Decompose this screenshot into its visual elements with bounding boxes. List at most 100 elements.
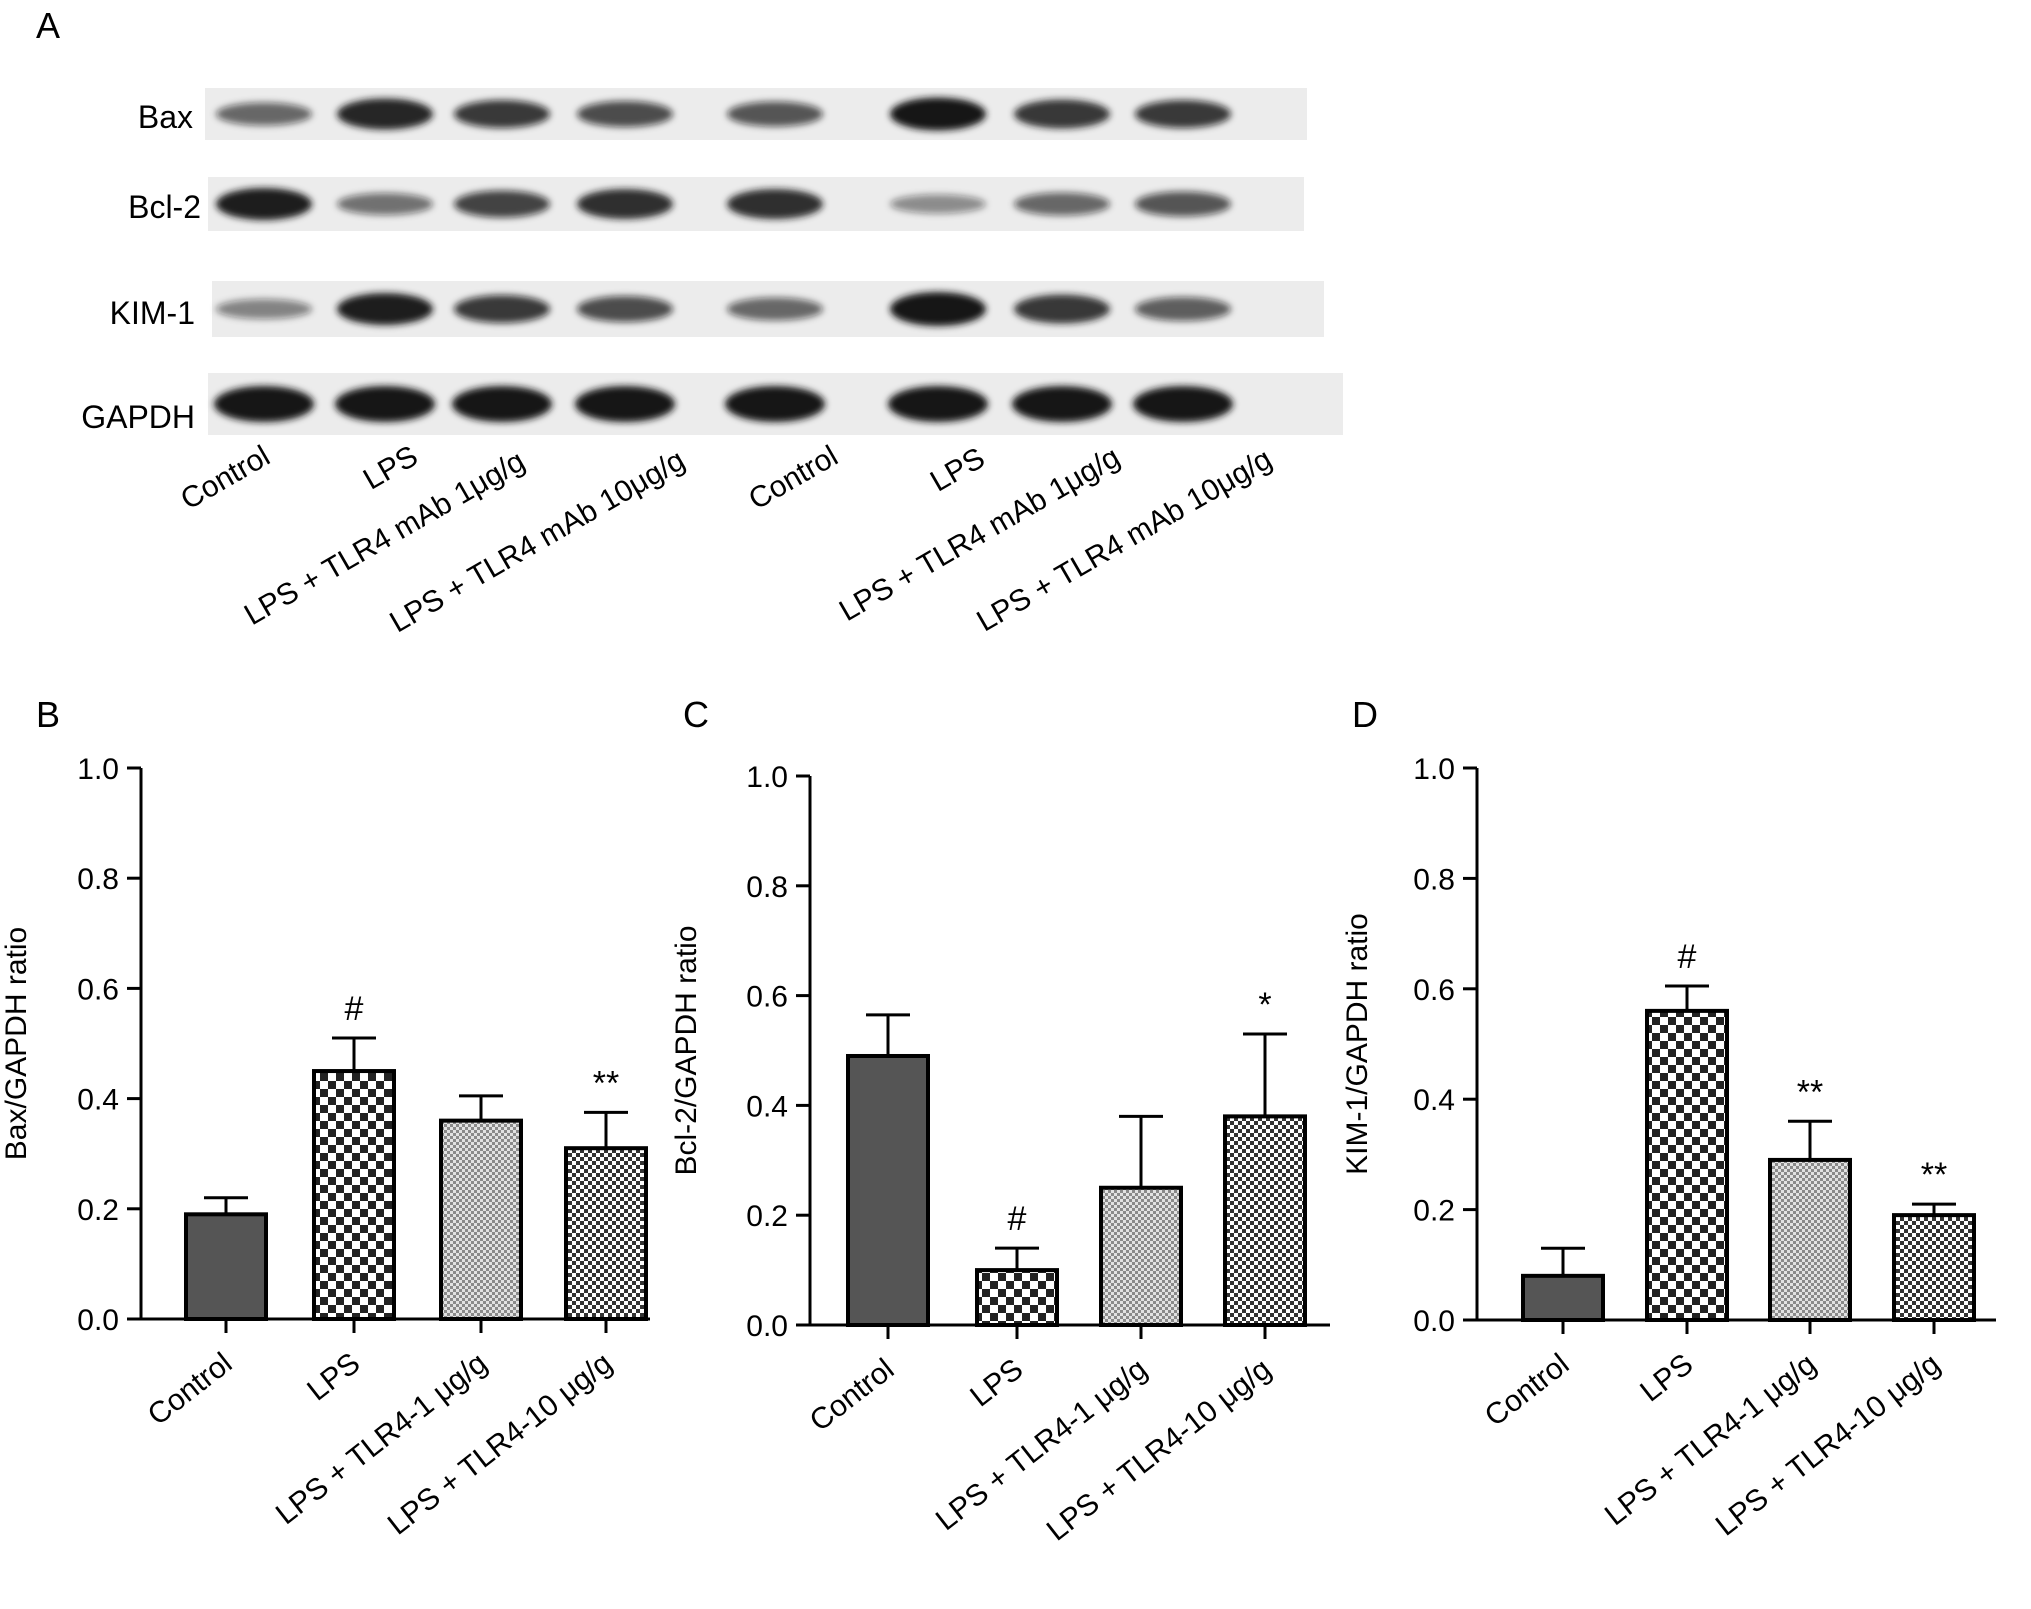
blot-band (577, 101, 673, 127)
y-axis-label: Bcl-2/GAPDH ratio (670, 925, 703, 1175)
blot-band (337, 193, 433, 215)
blot-band (1012, 386, 1112, 422)
bar (312, 1069, 396, 1321)
blot-band (1135, 297, 1231, 321)
blot-band (454, 190, 550, 218)
y-tick-label: 1.0 (77, 753, 119, 786)
blot-band (216, 299, 312, 319)
bar (1892, 1213, 1976, 1322)
significance-marker: ** (1797, 1073, 1823, 1111)
y-tick-label: 0.4 (77, 1084, 119, 1117)
blot-band (454, 295, 550, 323)
bar (1521, 1273, 1605, 1323)
x-tick-label: LPS + TLR4-1 μg/g (930, 1353, 1153, 1538)
y-tick-label: 0.0 (77, 1304, 119, 1337)
blot-band (335, 386, 435, 422)
panel-letter-c: C (683, 694, 709, 735)
bar (439, 1118, 523, 1322)
blot-band (337, 293, 433, 325)
blot-lane-label: LPS + TLR4 mAb 10μg/g (384, 443, 690, 639)
x-tick-label: Control (142, 1347, 239, 1433)
y-tick-label: 0.8 (746, 871, 788, 904)
y-tick-label: 0.4 (746, 1090, 788, 1123)
blot-band (1014, 294, 1110, 324)
panel-letter-d: D (1352, 694, 1378, 735)
blot-band (1135, 100, 1231, 128)
blot-band (216, 102, 312, 126)
x-tick-label: Control (1479, 1348, 1576, 1434)
y-tick-label: 1.0 (746, 761, 788, 794)
blot-band (577, 296, 673, 322)
x-tick-label: LPS + TLR4-1 μg/g (1599, 1348, 1822, 1533)
blot-band (725, 386, 825, 422)
blot-band (890, 97, 986, 131)
blot-band (1014, 192, 1110, 216)
blot-band (452, 386, 552, 422)
x-tick-label: LPS + TLR4-1 μg/g (270, 1347, 493, 1532)
blot-lane-label: LPS (358, 439, 424, 496)
x-tick-label: LPS (301, 1347, 366, 1408)
y-tick-label: 0.0 (746, 1310, 788, 1343)
blot-band (575, 386, 675, 422)
blot-band (890, 194, 986, 214)
blot-protein-label: KIM-1 (110, 295, 195, 331)
blot-band (1014, 99, 1110, 129)
panel-letter-b: B (36, 694, 61, 735)
blot-protein-label: Bax (138, 99, 193, 135)
y-tick-label: 0.2 (1413, 1195, 1455, 1228)
y-tick-label: 0.0 (1413, 1305, 1455, 1338)
chart-kim1-gapdh: 0.0 0.2 0.4 0.6 0.8 1.0 KIM-1/GAPDH ratio Contr… (1341, 753, 1996, 1543)
blot-band (727, 189, 823, 219)
blot-band (214, 386, 314, 422)
bar (564, 1146, 648, 1321)
y-tick-label: 0.4 (1413, 1084, 1455, 1117)
y-tick-label: 0.2 (77, 1194, 119, 1227)
blot-lane-label: Control (175, 439, 275, 516)
bar (1645, 1008, 1729, 1322)
y-axis-label: Bax/GAPDH ratio (0, 927, 33, 1160)
y-tick-label: 0.6 (1413, 974, 1455, 1007)
blot-band (337, 98, 433, 130)
blot-band (890, 292, 986, 326)
bar (184, 1212, 268, 1321)
significance-marker: # (1008, 1200, 1027, 1238)
blot-band (727, 297, 823, 321)
blot-protein-label: GAPDH (81, 399, 195, 435)
y-axis-label: KIM-1/GAPDH ratio (1341, 913, 1374, 1175)
blot-protein-label: Bcl-2 (128, 189, 201, 225)
y-tick-label: 0.2 (746, 1200, 788, 1233)
x-tick-label: Control (804, 1353, 901, 1439)
blot-band (888, 386, 988, 422)
y-tick-label: 0.6 (77, 973, 119, 1006)
blot-band (454, 100, 550, 128)
y-tick-label: 0.8 (1413, 863, 1455, 896)
significance-marker: * (1258, 986, 1271, 1024)
y-tick-label: 0.6 (746, 981, 788, 1014)
bar (1099, 1185, 1183, 1327)
blot-band (216, 188, 312, 220)
significance-marker: # (345, 990, 364, 1028)
significance-marker: ** (593, 1064, 619, 1102)
bar (846, 1053, 930, 1327)
blot-lane-label: LPS (925, 441, 991, 498)
y-tick-label: 1.0 (1413, 753, 1455, 786)
x-tick-label: LPS (1634, 1348, 1699, 1409)
blot-band (727, 101, 823, 127)
chart-bax-gapdh: 0.0 0.2 0.4 0.6 0.8 1.0 Bax/GAPDH ratio Control… (0, 753, 650, 1542)
bar (1768, 1157, 1852, 1323)
bar (975, 1268, 1059, 1327)
x-tick-label: LPS + TLR4-10 μg/g (1041, 1353, 1278, 1548)
bar (1223, 1114, 1307, 1327)
blot-band (1135, 191, 1231, 217)
chart-bcl2-gapdh: 0.0 0.2 0.4 0.6 0.8 1.0 Bcl-2/GAPDH ratio Contr… (670, 761, 1330, 1548)
significance-marker: # (1678, 938, 1697, 976)
x-tick-label: LPS + TLR4-10 μg/g (1710, 1348, 1947, 1543)
x-tick-label: LPS + TLR4-10 μg/g (382, 1347, 619, 1542)
blot-lane-label: Control (743, 439, 843, 516)
y-tick-label: 0.8 (77, 863, 119, 896)
significance-marker: ** (1921, 1156, 1947, 1194)
x-tick-label: LPS (964, 1353, 1029, 1414)
panel-letter-a: A (36, 5, 61, 46)
